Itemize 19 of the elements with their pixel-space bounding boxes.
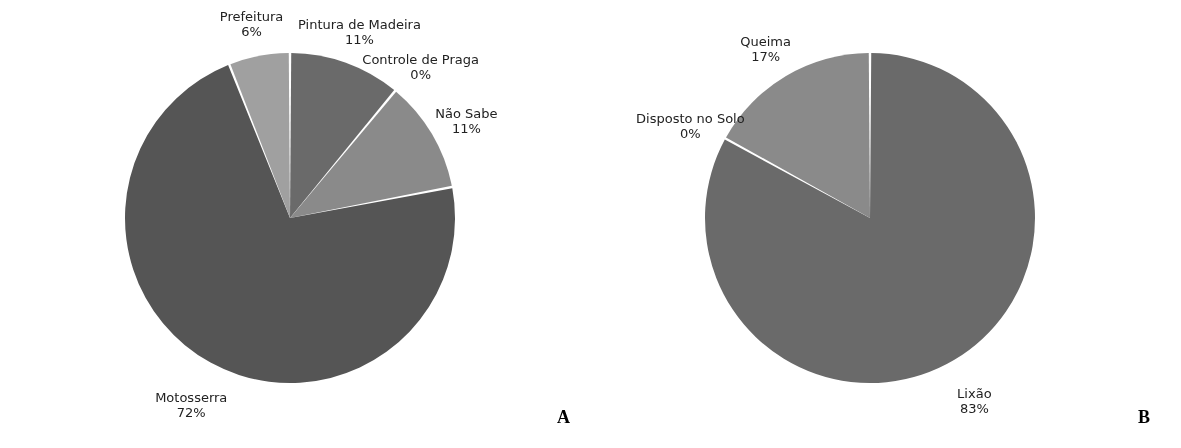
text: 0%: [680, 126, 701, 142]
text: A: [557, 407, 570, 427]
text: B: [1137, 407, 1150, 427]
slice-label: Pintura de Madeira: [297, 17, 421, 33]
data-label: 11%: [452, 120, 481, 136]
slice-label: Queima: [740, 33, 792, 49]
slice-label: Lixão: [957, 386, 992, 402]
pie-slice: [230, 53, 290, 218]
category-label: Disposto no Solo: [636, 111, 745, 127]
data-label: 72%: [176, 404, 206, 420]
category-label: Controle de Praga: [362, 52, 479, 68]
slice-label: Não Sabe: [435, 105, 498, 121]
data-label: 83%: [959, 401, 989, 417]
data-label: 11%: [344, 32, 374, 48]
data-label: 17%: [751, 48, 781, 64]
text: 0%: [410, 67, 431, 83]
slice-label: Prefeitura: [219, 8, 284, 24]
data-label: 6%: [241, 23, 262, 39]
slice-label: Motosserra: [155, 389, 228, 405]
